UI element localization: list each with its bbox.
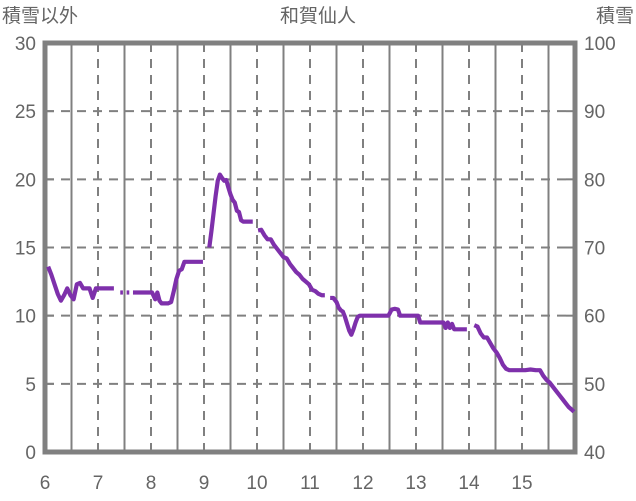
- series-0-segment-4: [207, 172, 253, 248]
- right-axis-tick-labels: 40 50 60 70 80 90 100: [584, 34, 616, 464]
- x-axis-tick-labels: 6 7 8 9 10 11 12 13 14 15: [40, 473, 533, 494]
- x-axis-tick-label: 8: [146, 473, 157, 494]
- chart-title: 和賀仙人: [280, 5, 356, 27]
- left-axis-tick-label: 15: [15, 239, 36, 260]
- left-axis-tick-label: 20: [15, 170, 36, 191]
- right-axis-tick-label: 100: [584, 34, 616, 55]
- right-axis-tick-label: 90: [584, 102, 605, 123]
- left-axis-tick-label: 30: [15, 34, 36, 55]
- series-0-segment-7: [473, 323, 576, 414]
- left-axis-tick-labels: 0 5 10 15 20 25 30: [15, 34, 36, 464]
- plot-frame: [42, 40, 578, 455]
- x-axis-tick-label: 6: [40, 473, 51, 494]
- x-axis-tick-label: 12: [352, 473, 373, 494]
- x-axis-tick-label: 10: [246, 473, 267, 494]
- data-series-lines: [46, 172, 576, 414]
- left-axis-tick-label: 25: [15, 102, 36, 123]
- x-axis-tick-label: 9: [199, 473, 210, 494]
- left-axis-tick-label: 0: [25, 443, 36, 464]
- series-0-segment-5: [257, 227, 325, 298]
- x-axis-tick-label: 7: [93, 473, 104, 494]
- left-axis-tick-label: 5: [25, 375, 36, 396]
- x-axis-tick-label: 13: [405, 473, 426, 494]
- x-axis-tick-label: 14: [458, 473, 480, 494]
- right-axis-tick-label: 50: [584, 375, 605, 396]
- series-0-segment-6: [330, 295, 467, 337]
- x-axis-tick-label: 15: [511, 473, 532, 494]
- left-axis-unit-label: 積雪以外: [2, 5, 78, 27]
- right-axis-tick-label: 40: [584, 443, 605, 464]
- series-0-segment-0: [46, 265, 114, 303]
- left-axis-tick-label: 10: [15, 307, 36, 328]
- series-0-segment-3: [132, 259, 203, 306]
- right-axis-unit-label: 積雪: [596, 5, 634, 27]
- right-axis-tick-label: 60: [584, 307, 605, 328]
- right-axis-tick-label: 80: [584, 170, 605, 191]
- plot-border: [42, 40, 578, 455]
- x-axis-tick-label: 11: [300, 473, 320, 494]
- right-axis-tick-label: 70: [584, 239, 605, 260]
- horizontal-gridlines: [45, 110, 575, 385]
